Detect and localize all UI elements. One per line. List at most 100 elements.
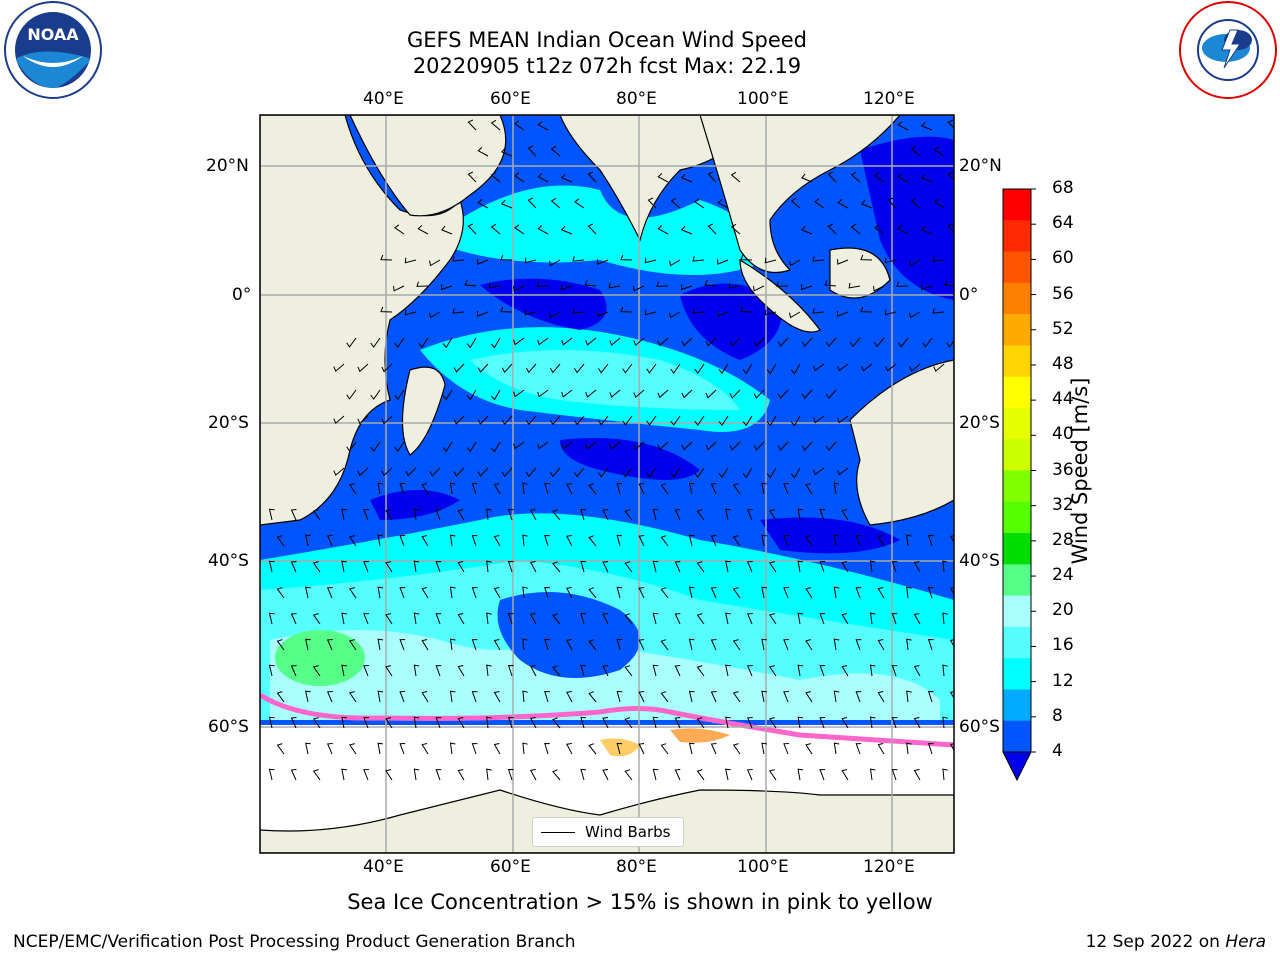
- wind-barb: [312, 509, 321, 521]
- wind-barb: [884, 309, 897, 316]
- wind-barb: [598, 363, 609, 374]
- wind-barb: [276, 535, 285, 547]
- wind-barb: [440, 225, 453, 235]
- wind-barb: [824, 280, 837, 287]
- wind-barb: [477, 311, 489, 317]
- calm-zone-southeast: [760, 517, 900, 554]
- wind-barb: [942, 612, 948, 625]
- wind-barb: [418, 337, 429, 349]
- wind-barb: [588, 639, 597, 651]
- wind-barb: [646, 363, 657, 374]
- wind-barb: [413, 768, 420, 781]
- wind-barb: [602, 717, 609, 729]
- wind-barb: [670, 415, 681, 426]
- colorbar-bin: [1003, 251, 1031, 284]
- graticule: [260, 115, 954, 853]
- wind-barb: [268, 664, 275, 677]
- wind-barb: [624, 665, 633, 677]
- wind-barb: [493, 587, 501, 599]
- wind-barb: [688, 690, 695, 703]
- wind-barb: [688, 638, 695, 651]
- wind-barb-legend: Wind Barbs: [532, 817, 684, 847]
- wind-barb: [588, 535, 597, 547]
- wind-barb: [761, 534, 767, 547]
- wind-barb: [529, 561, 537, 573]
- wind-barb: [813, 415, 825, 424]
- wind-barb: [768, 509, 777, 521]
- wind-barb: [394, 389, 405, 400]
- wind-barb: [477, 147, 489, 157]
- wind-barb: [544, 690, 550, 703]
- wind-barb: [588, 743, 597, 755]
- colorbar-tick-label: 64: [1052, 213, 1074, 234]
- wind-barb: [624, 613, 633, 625]
- wind-barb: [566, 587, 573, 599]
- wind-barb: [399, 743, 406, 755]
- wind-barb: [602, 613, 609, 625]
- wind-barb: [493, 639, 501, 651]
- wind-barb: [333, 415, 345, 425]
- wind-barb: [290, 769, 297, 781]
- colorbar-bin: [1003, 314, 1031, 346]
- colorbar-bin: [1003, 470, 1031, 503]
- wind-barb: [363, 769, 369, 781]
- wind-barb: [633, 441, 645, 451]
- wind-barb: [449, 482, 456, 495]
- wind-barb: [602, 665, 609, 677]
- bottom-lon-label: 80°E: [616, 857, 657, 877]
- wind-barb: [732, 587, 741, 599]
- wind-barb: [710, 639, 717, 651]
- wind-barb: [730, 171, 741, 183]
- wind-barb: [819, 769, 826, 781]
- wind-barb: [333, 467, 345, 477]
- wind-barb: [633, 389, 645, 399]
- wind-barb: [837, 467, 849, 476]
- wind-barb: [525, 363, 537, 374]
- wind-barb: [381, 467, 393, 477]
- wind-barb: [746, 769, 753, 781]
- colorbar-bin: [1003, 189, 1031, 221]
- wind-barb: [602, 509, 609, 521]
- wind-barb: [435, 613, 442, 625]
- wind-barb: [656, 281, 669, 287]
- wind-barb: [887, 197, 897, 209]
- wind-barb: [453, 415, 465, 425]
- wind-barb: [674, 561, 681, 573]
- wind-barb: [897, 121, 909, 131]
- wind-barb: [305, 690, 311, 703]
- wind-barb: [732, 535, 741, 547]
- wind-barb: [580, 612, 587, 625]
- wind-barb: [827, 171, 837, 183]
- wind-barb: [694, 198, 705, 209]
- land-madagascar: [401, 366, 446, 456]
- wind-barb: [399, 691, 406, 703]
- wind-barb: [429, 467, 441, 477]
- wind-barb: [588, 587, 597, 599]
- wind-barb: [688, 534, 695, 547]
- wind-barb: [768, 769, 777, 781]
- wind-barb: [467, 223, 477, 235]
- wind-barb: [442, 441, 453, 453]
- wind-barb: [814, 198, 825, 209]
- wind-barb: [841, 561, 849, 573]
- wind-barb: [884, 257, 897, 264]
- wind-barb: [933, 363, 945, 373]
- host-name: Hera: [1225, 932, 1266, 952]
- wind-barb: [920, 173, 933, 183]
- wind-barb: [452, 256, 465, 262]
- wind-barb: [669, 259, 681, 267]
- wind-barb: [566, 743, 573, 755]
- wind-barb: [616, 742, 623, 755]
- wind-barb: [896, 281, 909, 287]
- wind-barb: [363, 561, 369, 573]
- wind-barb: [435, 509, 442, 521]
- wind-barb: [566, 639, 573, 651]
- wind-barb: [529, 665, 537, 677]
- wind-barb: [493, 483, 501, 495]
- wind-barb: [942, 716, 948, 729]
- wind-barb: [421, 587, 429, 599]
- wind-barb: [638, 743, 645, 755]
- wind-barb: [609, 389, 621, 398]
- wind-barb: [609, 441, 621, 450]
- wind-barb: [652, 716, 659, 729]
